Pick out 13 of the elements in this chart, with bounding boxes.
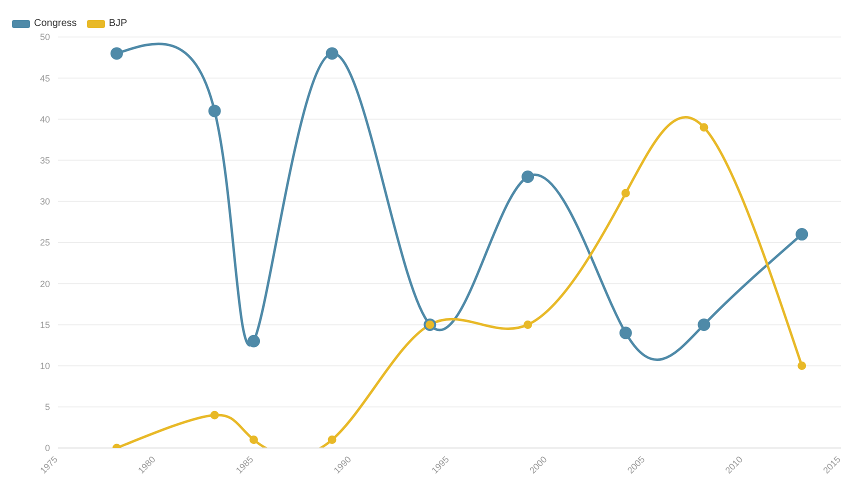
y-tick-label: 5 [44,402,50,412]
y-tick-label: 35 [40,155,50,166]
y-tick-label: 10 [40,360,50,371]
y-tick-label: 50 [40,32,50,42]
y-tick-label: 15 [40,320,50,330]
y-tick-label: 20 [40,278,50,289]
legend-label: BJP [108,18,128,29]
y-tick-label: 40 [40,114,50,124]
y-tick-label: 25 [40,238,50,248]
y-tick-label: 45 [40,73,50,84]
y-tick-label: 0 [44,443,50,454]
legend-label: Congress [34,18,77,29]
y-tick-label: 30 [40,196,50,207]
